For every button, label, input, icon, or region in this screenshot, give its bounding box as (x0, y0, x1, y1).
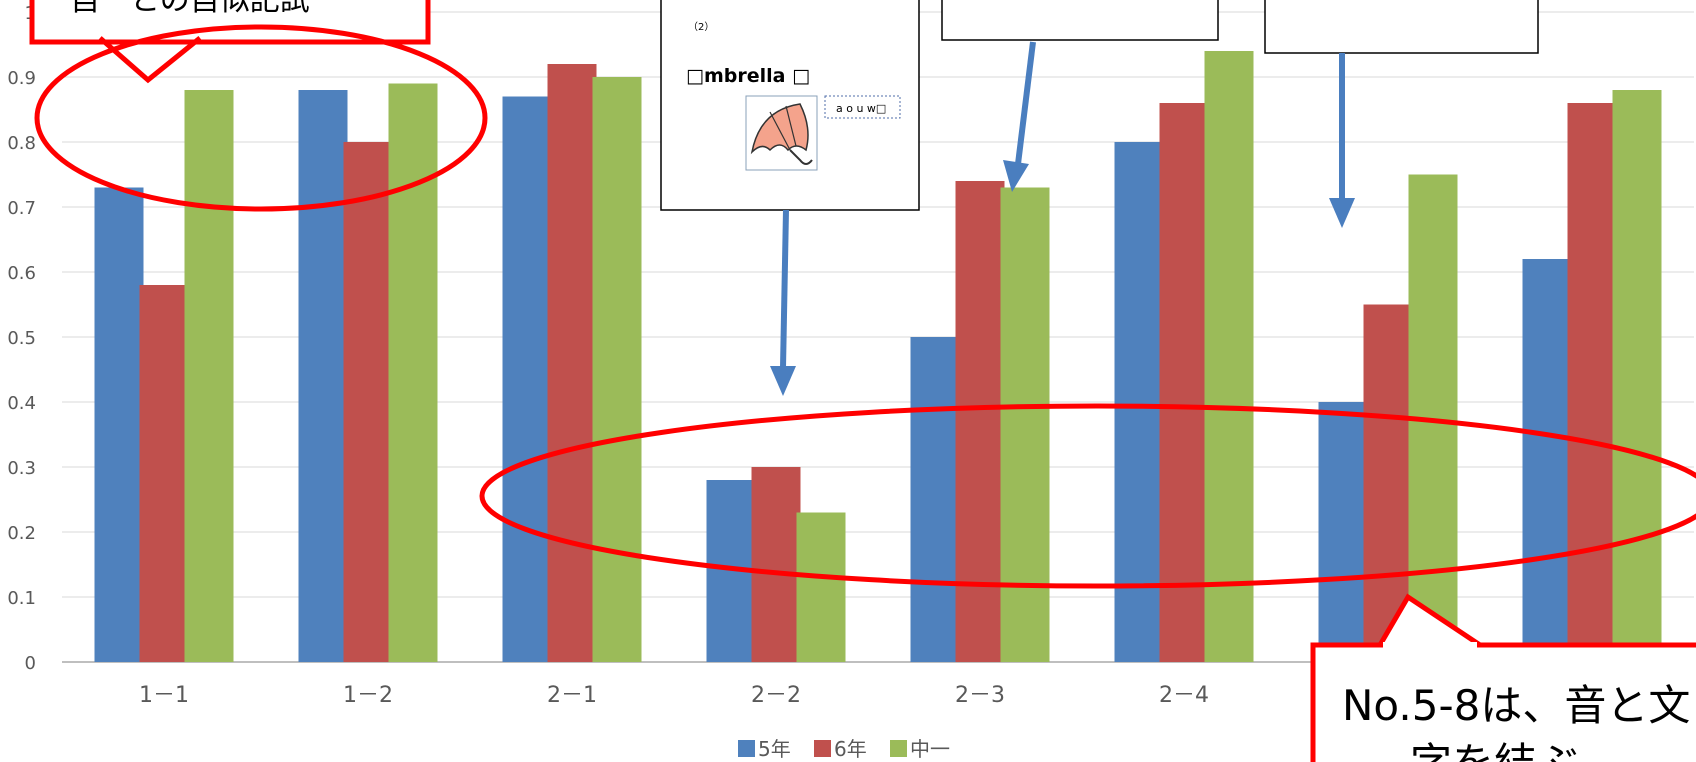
arrow-to-2-3 (1003, 41, 1036, 192)
bar (1000, 187, 1050, 662)
x-tick-label: 2－3 (955, 683, 1005, 708)
highlight-ellipse-bottom (479, 403, 1696, 589)
y-tick-label: 0.9 (7, 68, 36, 89)
legend-swatch (814, 740, 831, 757)
arrow-to-2-5 (1329, 53, 1355, 228)
bar (94, 187, 144, 662)
bar (139, 285, 189, 662)
bar (343, 142, 393, 662)
y-tick-label: 0.7 (7, 198, 36, 219)
bar (1567, 103, 1617, 662)
bar (388, 83, 438, 662)
legend-swatch (738, 740, 755, 757)
x-tick-label: 1－2 (343, 683, 393, 708)
annotation-box-2-5 (1264, 0, 1539, 54)
y-tick-label: 0.4 (7, 393, 36, 414)
top-left-callout-tail (98, 36, 202, 84)
umbrella-card-word: □mbrella □ (686, 65, 810, 87)
bottom-right-callout-line1: No.5-8は、音と文 (1342, 681, 1690, 730)
highlight-ellipse-left (34, 24, 488, 212)
bar (955, 181, 1005, 662)
y-tick-label: 0.6 (7, 263, 36, 284)
umbrella-card-number: （2） (688, 21, 714, 33)
bar (592, 77, 642, 662)
bar (1522, 259, 1572, 662)
legend-swatch (890, 740, 907, 757)
top-left-callout-text: 自ーとの自似記試 (70, 0, 310, 18)
bar (1159, 103, 1209, 662)
bar (547, 64, 597, 662)
bottom-right-callout-box (1310, 642, 1696, 762)
legend: 5年 6年 中一 (738, 737, 950, 761)
y-tick-label: 0.8 (7, 133, 36, 154)
bar (1114, 142, 1164, 662)
legend-label: 6年 (834, 737, 867, 761)
annotations: 自ーとの自似記試 （2） □mbrella □ a o u w□ (29, 0, 1696, 762)
bar (796, 512, 846, 662)
bar (184, 90, 234, 662)
bar (1318, 402, 1368, 662)
legend-label: 中一 (910, 737, 950, 761)
bar (751, 467, 801, 662)
bar (1204, 51, 1254, 662)
y-tick-label: 0 (25, 653, 36, 674)
legend-label: 5年 (758, 737, 791, 761)
bar (502, 96, 552, 662)
x-tick-label: 1－1 (139, 683, 189, 708)
bars (94, 51, 1662, 662)
annotation-box-2-3 (941, 0, 1219, 41)
bar (298, 90, 348, 662)
x-tick-label: 2－2 (751, 683, 801, 708)
y-tick-label: 0.5 (7, 328, 36, 349)
y-tick-label: 0.2 (7, 523, 36, 544)
x-tick-label: 2－4 (1159, 683, 1209, 708)
umbrella-choices-box (824, 95, 901, 119)
x-tick-label: 2－1 (547, 683, 597, 708)
y-tick-label: 0.3 (7, 458, 36, 479)
y-tick-label: 0.1 (7, 588, 36, 609)
umbrella-choices-text: a o u w□ (836, 102, 886, 115)
y-axis-ticks: 00.10.20.30.40.50.60.70.80.91 (7, 3, 36, 674)
bar (1612, 90, 1662, 662)
bottom-right-callout-line2: 字を結ぶ (1410, 739, 1578, 762)
umbrella-icon (745, 95, 818, 171)
arrow-to-2-2 (770, 209, 796, 396)
bar (910, 337, 960, 662)
